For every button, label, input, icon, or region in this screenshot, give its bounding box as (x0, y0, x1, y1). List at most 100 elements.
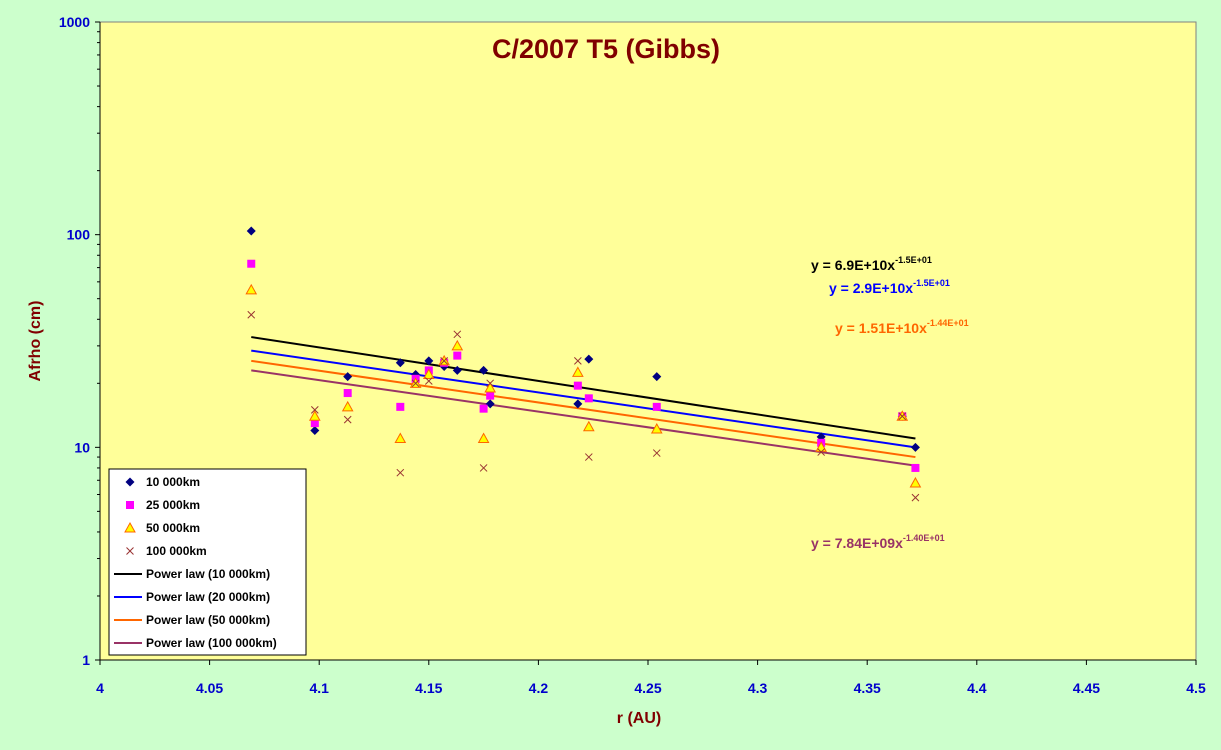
data-point (909, 476, 922, 488)
data-point (246, 226, 256, 236)
data-point (584, 354, 594, 364)
x-tick-label: 4.3 (748, 680, 768, 696)
legend-entry: Power law (50 000km) (114, 613, 270, 627)
legend-label: 100 000km (146, 544, 207, 558)
trendline (251, 349, 916, 449)
data-point (479, 404, 488, 413)
legend-label: Power law (100 000km) (146, 636, 277, 650)
trendlines (251, 336, 916, 467)
data-point (424, 377, 433, 385)
data-point (341, 400, 354, 412)
data-point (310, 406, 319, 414)
data-point (396, 468, 405, 477)
x-tick-label: 4.5 (1186, 680, 1206, 696)
trendline-equation: y = 1.51E+10x-1.44E+01 (835, 318, 969, 336)
data-point (572, 366, 584, 377)
legend: 10 000km 25 000km 50 000km 100 000km Power l… (108, 468, 307, 656)
trendline-equation: y = 7.84E+09x-1.40E+01 (811, 533, 945, 551)
trendline (251, 369, 916, 467)
series-points (247, 310, 920, 502)
data-point (898, 412, 907, 421)
data-point (424, 356, 434, 366)
x-tick-label: 4.25 (634, 680, 661, 696)
x-tick-label: 4.1 (309, 680, 329, 696)
x-tick-label: 4.35 (854, 680, 881, 696)
data-point (440, 357, 448, 365)
data-point (422, 368, 435, 380)
data-point (484, 382, 497, 393)
legend-label: Power law (20 000km) (146, 590, 270, 604)
data-point (485, 399, 495, 409)
data-point (343, 389, 352, 398)
x-tick-label: 4.15 (415, 680, 442, 696)
legend-entry: Power law (10 000km) (114, 567, 270, 581)
data-points (245, 226, 922, 502)
data-point (453, 351, 462, 360)
data-point (394, 432, 407, 444)
x-tick-label: 4.45 (1073, 680, 1100, 696)
y-axis-title: Afrho (cm) (27, 301, 44, 382)
data-point (343, 372, 353, 382)
legend-entry: 50 000km (124, 521, 200, 535)
data-point (650, 422, 663, 434)
data-point (452, 365, 462, 375)
y-tick-label: 1000 (59, 14, 90, 30)
data-point (573, 381, 582, 390)
trendline (251, 336, 916, 440)
data-point (451, 339, 464, 351)
data-point (573, 399, 583, 409)
data-point (584, 394, 593, 403)
data-point (453, 330, 462, 339)
legend-label: Power law (10 000km) (146, 567, 270, 581)
data-point (817, 448, 826, 456)
y-tick-label: 100 (67, 227, 91, 243)
data-point (486, 391, 495, 400)
data-point (126, 501, 134, 509)
trendline-equation: y = 6.9E+10x-1.5E+01 (811, 255, 932, 273)
data-point (310, 425, 320, 435)
data-point (124, 521, 136, 533)
data-point (479, 464, 488, 472)
legend-label: 10 000km (146, 475, 200, 489)
data-point (479, 365, 489, 375)
legend-entry: 25 000km (126, 498, 200, 512)
data-point (343, 415, 352, 424)
data-point (395, 358, 405, 368)
data-point (911, 493, 920, 502)
x-tick-label: 4.2 (529, 680, 549, 696)
data-point (247, 259, 256, 268)
data-point (310, 419, 319, 428)
data-point (652, 402, 661, 411)
data-point (652, 372, 662, 382)
data-point (911, 463, 920, 472)
legend-label: 25 000km (146, 498, 200, 512)
data-point (308, 410, 321, 421)
data-point (245, 283, 258, 295)
data-point (582, 420, 595, 432)
data-point (652, 449, 661, 457)
x-tick-label: 4.05 (196, 680, 223, 696)
series-points (245, 283, 922, 488)
data-point (411, 379, 420, 388)
trendline (251, 359, 916, 459)
legend-entry: Power law (20 000km) (114, 590, 270, 604)
data-point (247, 310, 256, 319)
data-point (574, 357, 582, 365)
legend-box (108, 468, 307, 656)
y-tick-label: 1 (82, 652, 90, 668)
chart-title: C/2007 T5 (Gibbs) (492, 34, 720, 64)
data-point (584, 453, 593, 461)
trendline-equations: y = 6.9E+10x-1.5E+01 y = 2.9E+10x-1.5E+01… (811, 255, 969, 551)
axes: 1 10 100 1000 4 4.05 4.1 4.15 4.2 4.25 4.3 4.35 4.4 4… (59, 14, 1206, 696)
trendline-equation: y = 2.9E+10x-1.5E+01 (829, 278, 950, 296)
legend-label: 50 000km (146, 521, 200, 535)
data-point (396, 402, 405, 411)
y-tick-label: 10 (74, 439, 90, 455)
x-tick-label: 4 (96, 680, 104, 696)
data-point (477, 432, 490, 444)
legend-entry: Power law (100 000km) (114, 636, 277, 650)
x-tick-label: 4.4 (967, 680, 987, 696)
legend-entry: 10 000km (125, 475, 200, 489)
